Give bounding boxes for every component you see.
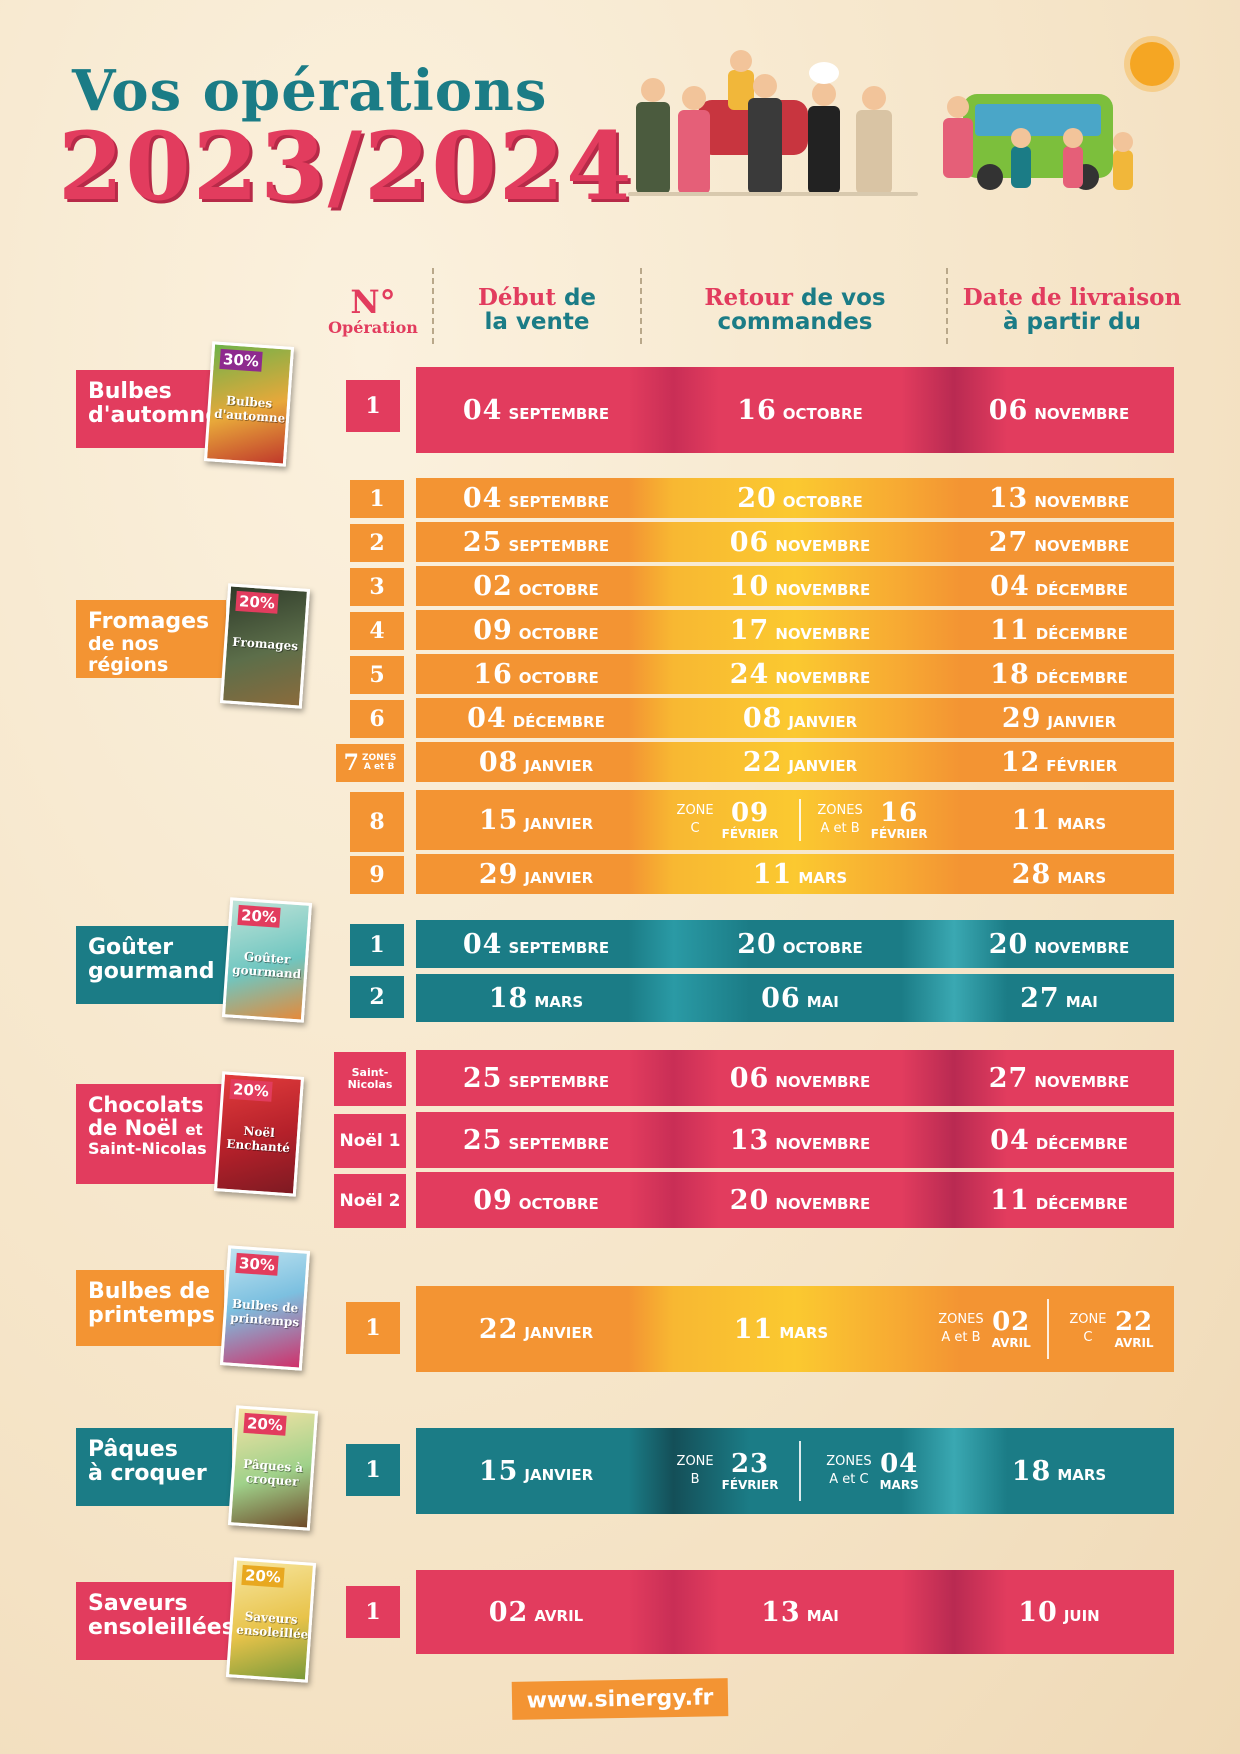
website-link[interactable]: www.sinergy.fr	[511, 1678, 729, 1720]
sun-icon	[1130, 42, 1174, 86]
op-number: 1	[346, 380, 400, 432]
catalogue-cover-bulbes-automne: 30% Bulbes d'automne	[203, 341, 295, 467]
op-number: 5	[350, 656, 404, 694]
op-number: 2	[350, 976, 404, 1018]
category-bulbes-automne: Bulbes d'automne	[76, 370, 226, 448]
header-start: Début de la vente	[477, 284, 597, 336]
header-return: Retour de vos commandes	[704, 284, 886, 336]
catalogue-cover-fromages: 20% Fromages	[219, 583, 311, 709]
row-fromages-9: 29 JANVIER 11 MARS 28 MARS	[416, 854, 1174, 894]
op-number: 7 ZONES A et B	[336, 744, 404, 782]
op-number: 2	[350, 524, 404, 562]
title-year: 2023/2024	[58, 112, 634, 222]
header-divider	[432, 268, 434, 344]
row-bulbes-printemps-1: 22 JANVIER 11 MARS ZONES A et B 02 AVRIL ZON…	[416, 1286, 1174, 1372]
row-chocolats-noel-1: 25 SEPTEMBRE 13 NOVEMBRE 04 DÉCEMBRE	[416, 1112, 1174, 1168]
row-fromages-2: 25 SEPTEMBRE 06 NOVEMBRE 27 NOVEMBRE	[416, 522, 1174, 562]
op-number: 1	[350, 924, 404, 966]
op-number: 1	[346, 1302, 400, 1354]
row-gouter-2: 18 MARS 06 MAI 27 MAI	[416, 974, 1174, 1022]
category-bulbes-printemps: Bulbes de printemps	[76, 1270, 224, 1346]
zone-divider	[799, 799, 801, 841]
category-gouter: Goûter gourmand	[76, 926, 232, 1004]
row-chocolats-saint-nicolas: 25 SEPTEMBRE 06 NOVEMBRE 27 NOVEMBRE	[416, 1050, 1174, 1106]
row-paques-1: 15 JANVIER ZONE B 23 FÉVRIER ZONES A et C 04…	[416, 1428, 1174, 1514]
row-saveurs-1: 02 AVRIL 13 MAI 10 JUIN	[416, 1570, 1174, 1654]
category-chocolats: Chocolats de Noël et Saint-Nicolas	[76, 1084, 228, 1184]
row-gouter-1: 04 SEPTEMBRE 20 OCTOBRE 20 NOVEMBRE	[416, 920, 1174, 968]
row-fromages-8: 15 JANVIER ZONE C 09 FÉVRIER ZONES A et B 16…	[416, 790, 1174, 850]
row-fromages-5: 16 OCTOBRE 24 NOVEMBRE 18 DÉCEMBRE	[416, 654, 1174, 694]
header-delivery: Date de livraison à partir du	[962, 284, 1182, 336]
row-fromages-4: 09 OCTOBRE 17 NOVEMBRE 11 DÉCEMBRE	[416, 610, 1174, 650]
op-number: 1	[350, 480, 404, 518]
catalogue-cover-saveurs: 20% Saveurs ensoleillées	[225, 1557, 317, 1683]
category-fromages: Fromages de nos régions	[76, 600, 226, 678]
zone-divider	[799, 1440, 801, 1502]
category-saveurs: Saveurs ensoleillées	[76, 1582, 235, 1660]
farmers-illustration	[628, 40, 918, 200]
row-fromages-3: 02 OCTOBRE 10 NOVEMBRE 04 DÉCEMBRE	[416, 566, 1174, 606]
op-number: 8	[350, 792, 404, 852]
catalogue-cover-chocolats: 20% Noël Enchanté	[213, 1071, 305, 1197]
bus-illustration	[935, 40, 1165, 200]
row-fromages-6: 04 DÉCEMBRE 08 JANVIER 29 JANVIER	[416, 698, 1174, 738]
zone-divider	[1047, 1298, 1049, 1360]
op-number: 9	[350, 856, 404, 894]
row-fromages-1: 04 SEPTEMBRE 20 OCTOBRE 13 NOVEMBRE	[416, 478, 1174, 518]
row-bulbes-automne-1: 04 SEPTEMBRE 16 OCTOBRE 06 NOVEMBRE	[416, 367, 1174, 453]
catalogue-cover-paques: 20% Pâques à croquer	[227, 1405, 319, 1531]
op-number: 1	[346, 1586, 400, 1638]
row-fromages-7: 08 JANVIER 22 JANVIER 12 FÉVRIER	[416, 742, 1174, 782]
category-paques: Pâques à croquer	[76, 1428, 232, 1506]
op-number: 4	[350, 612, 404, 650]
op-number: Noël 1	[334, 1114, 406, 1168]
row-chocolats-noel-2: 09 OCTOBRE 20 NOVEMBRE 11 DÉCEMBRE	[416, 1172, 1174, 1228]
catalogue-cover-gouter: 20% Goûter gourmand	[221, 897, 313, 1023]
op-number: 1	[346, 1444, 400, 1496]
op-number: Noël 2	[334, 1174, 406, 1228]
header-divider	[640, 268, 642, 344]
op-number: 3	[350, 568, 404, 606]
header-divider	[946, 268, 948, 344]
op-number: 6	[350, 700, 404, 738]
op-number: Saint- Nicolas	[334, 1052, 406, 1106]
catalogue-cover-bulbes-printemps: 30% Bulbes de printemps	[219, 1245, 311, 1371]
title-line-1: Vos opérations	[72, 58, 548, 124]
header-op-number: N° Opération	[328, 283, 418, 337]
